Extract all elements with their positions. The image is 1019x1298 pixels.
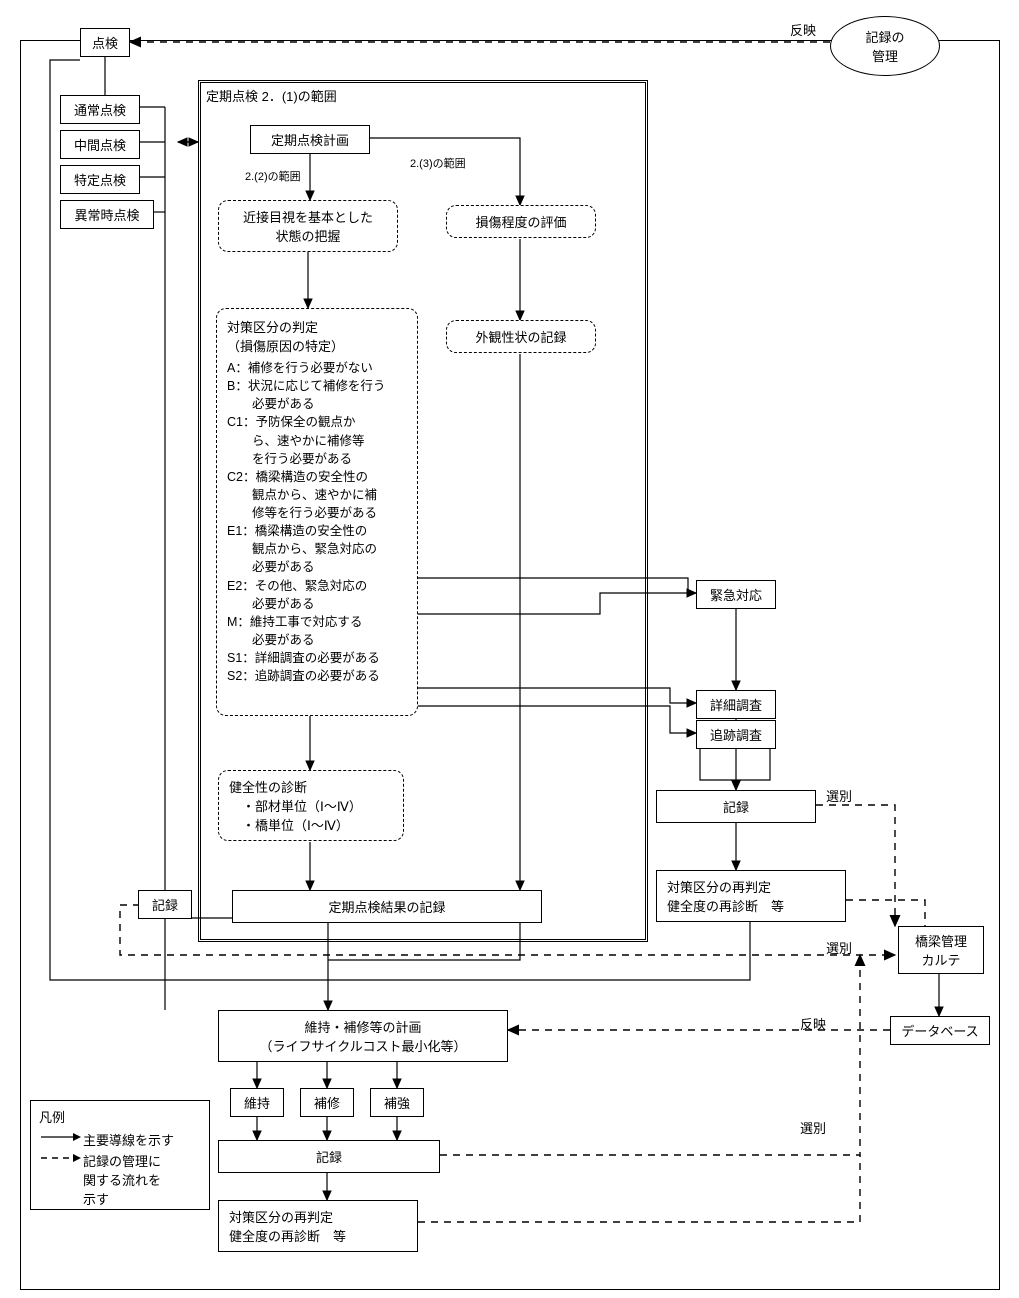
kiroku-kanri-ellipse: 記録の 管理 <box>830 16 940 76</box>
kiroku-bottom-box: 記録 <box>218 1140 440 1173</box>
sonsho-box: 損傷程度の評価 <box>446 205 596 238</box>
iji-keikaku-box: 維持・補修等の計画 （ライフサイクルコスト最小化等） <box>218 1010 508 1062</box>
senbetsu3-label: 選別 <box>800 1118 826 1137</box>
taisaku-line: C2：橋梁構造の安全性の 観点から、速やかに補 修等を行う必要がある <box>227 468 407 522</box>
kenzen-box: 健全性の診断 ・部材単位（Ⅰ～Ⅳ） ・橋単位（Ⅰ～Ⅳ） <box>218 770 404 841</box>
gaikan-box: 外観性状の記録 <box>446 320 596 353</box>
teiki-kekka-box: 定期点検結果の記録 <box>232 890 542 923</box>
sonsho-label: 損傷程度の評価 <box>475 215 566 230</box>
taisaku-title: 対策区分の判定 （損傷原因の特定） <box>227 317 407 355</box>
legend-box: 凡例 主要導線を示す 記録の管理に 関する流れを 示す <box>30 1100 210 1210</box>
taisaku-line: B：状況に応じて補修を行う 必要がある <box>227 377 407 413</box>
saihantei-right-label: 対策区分の再判定 健全度の再診断 等 <box>667 880 784 914</box>
legend-dashed-icon <box>39 1151 83 1165</box>
scope23-label: 2.(3)の範囲 <box>410 155 466 171</box>
taisaku-line: E2：その他、緊急対応の 必要がある <box>227 577 407 613</box>
legend-solid-icon <box>39 1130 83 1144</box>
kenzen-label: 健全性の診断 ・部材単位（Ⅰ～Ⅳ） ・橋単位（Ⅰ～Ⅳ） <box>229 780 362 833</box>
hokyo-box: 補強 <box>370 1088 424 1117</box>
taisaku-line: S1：詳細調査の必要がある <box>227 649 407 667</box>
tokutei-tenken-box: 特定点検 <box>60 165 140 194</box>
gaikan-label: 外観性状の記録 <box>475 330 566 345</box>
taisaku-line: A：補修を行う必要がない <box>227 359 407 377</box>
legend-title: 凡例 <box>39 1107 201 1126</box>
senbetsu1-label: 選別 <box>826 786 852 805</box>
tsuiseki-box: 追跡調査 <box>696 720 776 749</box>
kiroku-left-box: 記録 <box>138 890 192 919</box>
iji-keikaku-label: 維持・補修等の計画 （ライフサイクルコスト最小化等） <box>259 1020 466 1054</box>
shosai-box: 詳細調査 <box>696 690 776 719</box>
taisaku-box: 対策区分の判定 （損傷原因の特定） A：補修を行う必要がないB：状況に応じて補修… <box>216 308 418 716</box>
kinkyu-box: 緊急対応 <box>696 580 776 609</box>
taisaku-line: M：維持工事で対応する 必要がある <box>227 613 407 649</box>
legend-solid-label: 主要導線を示す <box>83 1130 174 1149</box>
legend-dashed-label: 記録の管理に 関する流れを 示す <box>83 1151 161 1208</box>
kiroku-right-box: 記録 <box>656 790 816 823</box>
karte-label: 橋梁管理 カルテ <box>915 934 967 968</box>
taisaku-list: A：補修を行う必要がないB：状況に応じて補修を行う 必要があるC1：予防保全の観… <box>227 359 407 685</box>
taisaku-line: S2：追跡調査の必要がある <box>227 667 407 685</box>
senbetsu2-label: 選別 <box>826 938 852 957</box>
chukan-tenken-box: 中間点検 <box>60 130 140 159</box>
saihantei-bottom-label: 対策区分の再判定 健全度の再診断 等 <box>229 1210 346 1244</box>
hanei-top-label: 反映 <box>790 20 816 39</box>
saihantei-bottom-box: 対策区分の再判定 健全度の再診断 等 <box>218 1200 418 1252</box>
scope22-label: 2.(2)の範囲 <box>245 168 301 184</box>
kinsetsu-label: 近接目視を基本とした 状態の把握 <box>243 210 373 244</box>
tenken-box: 点検 <box>80 28 130 57</box>
karte-box: 橋梁管理 カルテ <box>898 926 984 974</box>
hoshu-box: 補修 <box>300 1088 354 1117</box>
teiki-keikaku-box: 定期点検計画 <box>250 125 370 154</box>
hanei-mid-label: 反映 <box>800 1014 826 1033</box>
kinsetsu-box: 近接目視を基本とした 状態の把握 <box>218 200 398 252</box>
taisaku-line: C1：予防保全の観点か ら、速やかに補修等 を行う必要がある <box>227 413 407 467</box>
saihantei-right-box: 対策区分の再判定 健全度の再診断 等 <box>656 870 846 922</box>
teiki-header-label: 定期点検 2．(1)の範囲 <box>206 86 337 105</box>
tsujou-tenken-box: 通常点検 <box>60 95 140 124</box>
taisaku-line: E1：橋梁構造の安全性の 観点から、緊急対応の 必要がある <box>227 522 407 576</box>
ijouji-tenken-box: 異常時点検 <box>60 200 154 229</box>
database-box: データベース <box>890 1016 990 1045</box>
iji-box: 維持 <box>230 1088 284 1117</box>
kiroku-kanri-label: 記録の 管理 <box>865 27 904 65</box>
